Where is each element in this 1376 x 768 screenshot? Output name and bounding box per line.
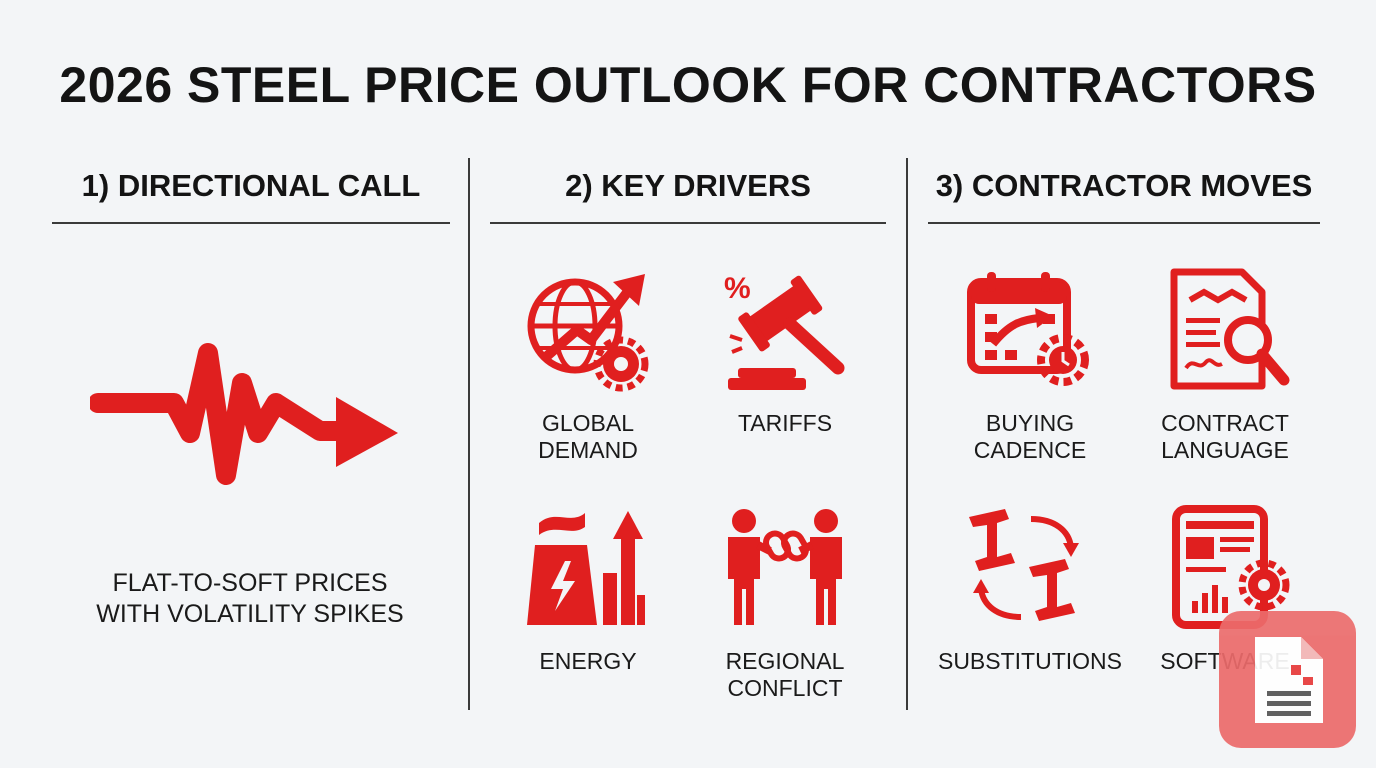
page-title: 2026 STEEL PRICE OUTLOOK FOR CONTRACTORS	[59, 57, 1317, 113]
driver-label-tariffs: TARIFFS	[737, 410, 833, 436]
move-label-substitutions: SUBSTITUTIONS	[937, 648, 1122, 674]
heading-rule	[490, 222, 886, 224]
contract-magnifier-icon	[1170, 268, 1290, 390]
gavel-percent-icon: %	[724, 272, 845, 390]
heading-rule	[928, 222, 1320, 224]
broken-chain-people-icon	[728, 509, 842, 625]
column-divider-left	[468, 158, 470, 710]
globe-growth-gear-icon	[527, 274, 649, 392]
column-heading-drivers: 2) KEY DRIVERS	[565, 168, 811, 203]
volatility-arrow-icon	[90, 343, 398, 485]
column-divider-right	[906, 158, 908, 710]
driver-label-regional-conflict: REGIONAL CONFLICT	[725, 648, 845, 701]
svg-text:%: %	[724, 272, 751, 305]
heading-rule	[52, 222, 450, 224]
directional-caption: FLAT-TO-SOFT PRICES WITH VOLATILITY SPIK…	[96, 569, 404, 628]
document-fab-button[interactable]	[1219, 611, 1356, 748]
steel-beams-swap-icon	[969, 509, 1079, 621]
driver-label-global-demand: GLOBAL DEMAND	[538, 410, 638, 463]
column-heading-moves: 3) CONTRACTOR MOVES	[935, 168, 1313, 203]
move-label-contract-language: CONTRACT LANGUAGE	[1161, 410, 1289, 463]
column-heading-directional: 1) DIRECTIONAL CALL	[81, 168, 421, 203]
calendar-clock-icon	[967, 272, 1089, 386]
driver-label-energy: ENERGY	[539, 648, 637, 674]
move-label-buying-cadence: BUYING CADENCE	[973, 410, 1087, 463]
power-plant-arrow-icon	[527, 511, 645, 625]
document-icon	[1255, 637, 1323, 723]
